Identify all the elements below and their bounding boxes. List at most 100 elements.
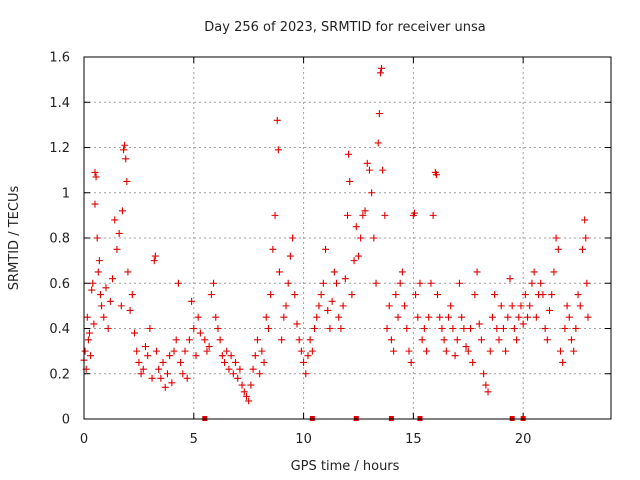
data-point	[274, 146, 282, 154]
data-point	[365, 166, 373, 174]
data-point	[517, 302, 525, 310]
data-point	[578, 245, 586, 253]
data-point	[546, 306, 554, 314]
data-point	[102, 284, 110, 292]
x-tick-label: 15	[405, 432, 422, 447]
data-point	[113, 245, 121, 253]
data-point	[295, 336, 303, 344]
data-point	[504, 313, 512, 321]
data-point	[462, 343, 470, 351]
data-point	[420, 325, 428, 332]
data-point	[146, 325, 154, 332]
data-point	[144, 352, 152, 360]
y-tick-label: 1.2	[49, 141, 70, 156]
data-point	[240, 388, 248, 396]
data-point	[341, 275, 349, 283]
axis-ticks: 0 0.2 0.4 0.6 0.8 1 1.2 1.4 1.6 0 5 10 15 20	[49, 51, 611, 447]
data-point	[106, 297, 114, 305]
data-point	[92, 173, 100, 181]
data-point	[488, 313, 496, 321]
data-point	[359, 211, 367, 219]
data-points	[80, 64, 592, 405]
data-point	[90, 320, 98, 328]
data-point	[460, 325, 468, 332]
data-point	[526, 302, 534, 310]
data-point	[499, 325, 507, 332]
data-point	[519, 320, 527, 328]
data-point	[117, 302, 125, 310]
data-point	[251, 352, 259, 360]
data-point	[123, 177, 131, 185]
data-point	[383, 325, 391, 332]
data-point	[346, 177, 354, 185]
data-point	[317, 291, 325, 299]
data-point	[574, 291, 582, 299]
data-point	[464, 347, 472, 355]
data-point	[572, 325, 580, 332]
data-point	[190, 325, 198, 332]
x-tick-label: 10	[295, 432, 312, 447]
data-point	[339, 302, 347, 310]
data-point	[256, 370, 264, 378]
y-axis-label: SRMTID / TECUs	[7, 186, 22, 291]
data-point	[275, 268, 283, 276]
data-point	[104, 325, 112, 332]
data-point	[333, 279, 341, 287]
data-point	[326, 325, 334, 332]
data-point	[214, 325, 222, 332]
data-point	[423, 347, 431, 355]
data-point	[407, 358, 415, 366]
data-point	[550, 268, 558, 276]
data-point	[390, 347, 398, 355]
data-point	[238, 381, 246, 389]
data-point	[368, 189, 376, 197]
data-point	[306, 336, 314, 344]
data-point	[218, 352, 226, 360]
data-point	[576, 302, 584, 310]
data-point	[345, 150, 353, 158]
data-point	[115, 229, 123, 237]
data-point	[201, 336, 209, 344]
data-point	[131, 329, 139, 337]
data-point	[225, 365, 233, 373]
data-point	[416, 279, 424, 287]
data-point	[139, 365, 147, 373]
data-point	[150, 257, 158, 265]
y-tick-label: 0.8	[49, 232, 70, 247]
data-point	[554, 245, 562, 253]
data-point	[135, 358, 143, 366]
data-point	[260, 358, 268, 366]
data-point	[194, 313, 202, 321]
data-point	[253, 336, 261, 344]
data-point	[322, 245, 330, 253]
data-point	[223, 347, 231, 355]
data-point	[183, 374, 191, 382]
data-point	[98, 302, 106, 310]
data-point	[109, 275, 117, 283]
data-point	[436, 313, 444, 321]
data-point	[363, 159, 371, 167]
data-point	[121, 141, 129, 149]
data-point	[111, 216, 119, 224]
chart-title: Day 256 of 2023, SRMTID for receiver uns…	[204, 20, 485, 35]
data-point	[128, 291, 136, 299]
data-point	[561, 325, 569, 332]
data-point	[410, 209, 418, 217]
data-point	[118, 207, 126, 215]
data-point	[227, 352, 235, 360]
data-point	[344, 211, 351, 219]
data-point	[179, 370, 187, 378]
data-point	[319, 279, 327, 287]
data-point	[273, 116, 281, 124]
data-point	[440, 336, 448, 344]
data-point	[100, 313, 108, 321]
data-point	[245, 397, 253, 405]
data-point	[205, 343, 213, 351]
data-point	[157, 374, 165, 382]
data-point	[370, 234, 378, 242]
data-point	[85, 329, 93, 337]
data-point	[361, 207, 369, 215]
data-point	[278, 336, 286, 344]
data-point	[530, 268, 538, 276]
data-point	[394, 313, 402, 321]
